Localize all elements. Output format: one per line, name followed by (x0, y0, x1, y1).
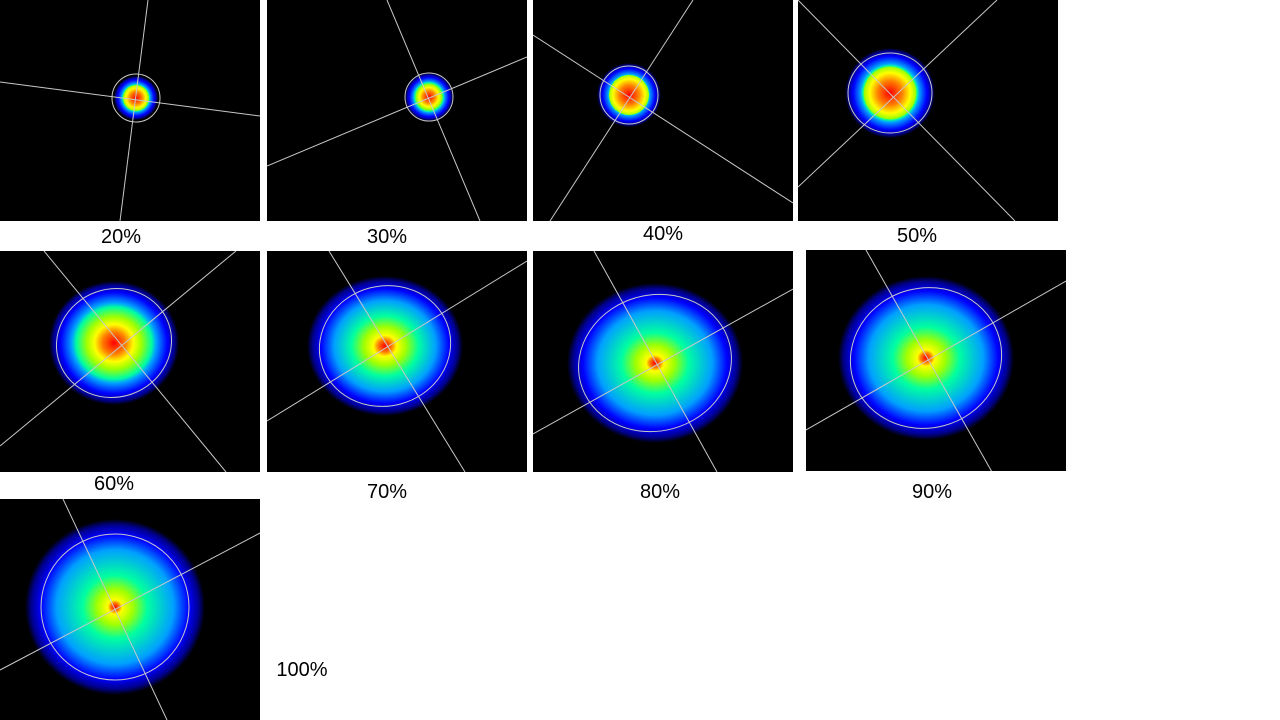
beam-spot (405, 73, 453, 121)
beam-spot (567, 283, 743, 443)
crosshair-line (798, 0, 998, 188)
crosshair-line (43, 251, 227, 472)
beam-profile-image (0, 0, 260, 221)
beam-spot (597, 63, 661, 127)
beam-spot (307, 276, 463, 416)
crosshair-line (798, 0, 1016, 221)
crosshair-line (0, 532, 260, 671)
beam-spot (838, 276, 1014, 440)
beam-profile-image (267, 0, 527, 221)
beam-fit-ellipse (111, 73, 161, 123)
crosshair-line (0, 81, 260, 117)
beam-profile-image (533, 251, 793, 472)
power-label: 20% (100, 226, 142, 248)
power-label: 80% (639, 481, 681, 503)
crosshair-line (806, 280, 1066, 431)
beam-profile-image (533, 0, 793, 221)
beam-profile-image (0, 499, 260, 720)
power-label: 60% (93, 473, 135, 495)
beam-profile-image (267, 251, 527, 472)
power-label: 90% (911, 481, 953, 503)
crosshair-line (0, 251, 237, 447)
crosshair-line (533, 34, 793, 204)
crosshair-line (267, 260, 527, 422)
power-label: 100% (276, 659, 328, 681)
power-label: 50% (896, 225, 938, 247)
crosshair-line (593, 251, 718, 472)
power-label: 30% (366, 226, 408, 248)
beam-fit-ellipse (847, 52, 933, 134)
crosshair-line (549, 0, 694, 221)
beam-fit-ellipse (404, 72, 454, 122)
power-label: 70% (366, 481, 408, 503)
beam-fit-ellipse (849, 287, 1003, 429)
beam-fit-ellipse (599, 65, 659, 125)
beam-fit-ellipse (40, 533, 190, 681)
crosshair-line (865, 250, 993, 471)
crosshair-line (328, 251, 466, 472)
beam-profile-image (0, 251, 260, 472)
beam-spot (49, 281, 179, 405)
crosshair-line (386, 0, 481, 221)
crosshair-line (267, 56, 527, 167)
beam-fit-ellipse (578, 293, 732, 433)
crosshair-line (119, 0, 149, 221)
beam-profile-image (798, 0, 1058, 221)
beam-fit-ellipse (55, 288, 173, 398)
crosshair-line (533, 288, 793, 435)
beam-profile-image (806, 250, 1066, 471)
beam-fit-ellipse (318, 285, 452, 407)
power-label: 40% (642, 223, 684, 245)
beam-spot (25, 519, 205, 695)
